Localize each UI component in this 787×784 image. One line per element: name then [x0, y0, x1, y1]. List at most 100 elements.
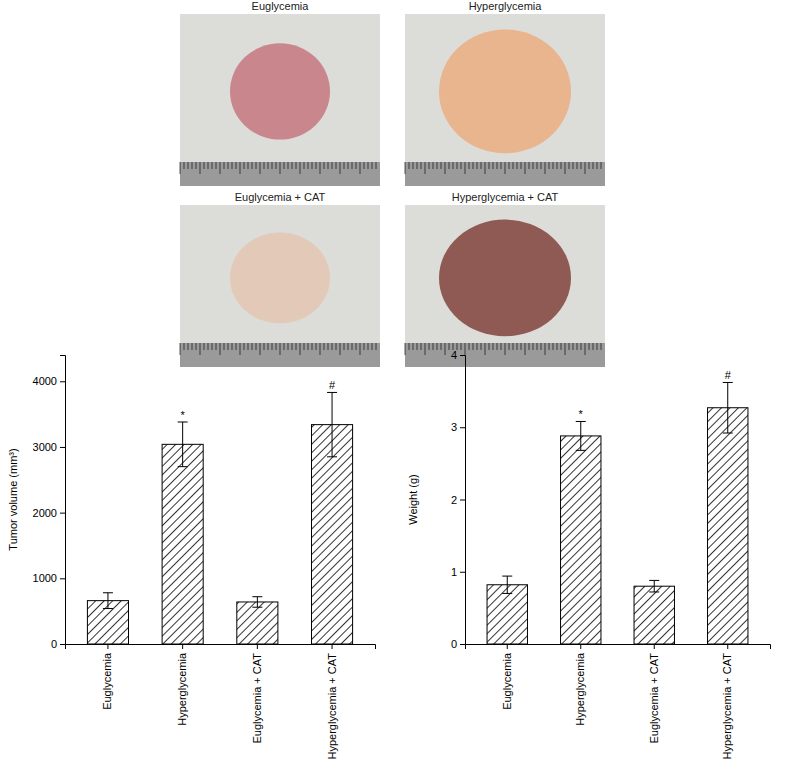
photo-ruler-tick [216, 162, 217, 169]
photo-ruler-tick [220, 162, 221, 174]
photo-ruler-tick [573, 162, 574, 169]
photo-ruler-tick [485, 343, 486, 355]
y-tick-label: 0 [451, 638, 457, 650]
photo-ruler-tick [272, 162, 273, 169]
photo-ruler-tick [465, 162, 466, 174]
annotation: * [579, 408, 584, 420]
photo-ruler-tick [288, 343, 289, 350]
photo-ruler-tick [188, 162, 189, 169]
chart: *#01234EuglycemiaHyperglycemiaEuglycemia… [407, 349, 771, 759]
photo-ruler-tick [356, 162, 357, 169]
photo-ruler-tick [557, 162, 558, 169]
photo-ruler-tick [525, 162, 526, 174]
photo-ruler-tick [288, 162, 289, 169]
photo-ruler-tick [308, 162, 309, 169]
photo-ruler-tick [517, 162, 518, 169]
photo-ruler-tick [449, 162, 450, 169]
photo-ruler-tick [360, 343, 361, 355]
photo-ruler-tick [280, 162, 281, 174]
photo-ruler-tick [204, 343, 205, 350]
photo-ruler-tick [328, 343, 329, 350]
photo-ruler-tick [376, 162, 377, 169]
x-axis: EuglycemiaHyperglycemiaEuglycemia + CATH… [66, 644, 376, 759]
photo-ruler-tick [417, 343, 418, 350]
x-axis: EuglycemiaHyperglycemiaEuglycemia + CATH… [466, 644, 771, 759]
photo-ruler-tick [180, 162, 181, 174]
error-bar-stem [507, 576, 508, 593]
y-tick-label: 3000 [33, 441, 57, 453]
error-bar-cap [178, 466, 188, 467]
photo-ruler-tick [601, 343, 602, 350]
photo-ruler-tick [292, 162, 293, 169]
photo-ruler-tick [513, 343, 514, 350]
x-tick: Euglycemia [501, 644, 513, 710]
photo-ruler-tick [481, 162, 482, 169]
photo-ruler-tick [445, 343, 446, 355]
photo-ruler-tick [421, 162, 422, 169]
photo-panel: Euglycemia [180, 0, 380, 186]
photo-ruler-tick [240, 162, 241, 174]
photo-ruler-tick [264, 343, 265, 350]
x-tick: Euglycemia + CAT [251, 644, 263, 744]
photo-ruler-tick [501, 162, 502, 169]
x-tick-label: Hyperglycemia [574, 652, 586, 726]
bar [561, 436, 601, 644]
photo-ruler-tick [517, 343, 518, 350]
x-tick: Hyperglycemia [176, 644, 188, 726]
error-bar-cap [103, 608, 113, 609]
x-tick-mark [107, 644, 108, 649]
photo-ruler-tick [405, 162, 406, 174]
photo-ruler-tick [196, 162, 197, 169]
photo-ruler-tick [228, 162, 229, 169]
y-tick-mark [60, 644, 65, 645]
photo-ruler-tick [292, 343, 293, 350]
y-axis-title: Tumor volume (mm³) [7, 448, 19, 550]
error-bar-stem [107, 593, 108, 609]
bar [312, 425, 353, 644]
photo-ruler-tick [533, 343, 534, 350]
error-bar-cap [576, 421, 586, 422]
y-tick: 0 [51, 638, 65, 650]
error-bar [178, 422, 188, 467]
photo-ruler-tick [256, 162, 257, 169]
photo-ruler-tick [473, 343, 474, 350]
photo-ruler [405, 162, 605, 186]
y-tick: 0 [451, 638, 465, 650]
photo-ruler-tick [545, 343, 546, 355]
photo-ruler-tick [260, 343, 261, 355]
photo-ruler-tick [224, 162, 225, 169]
x-tick-mark [507, 644, 508, 649]
error-bar [327, 392, 337, 456]
photo-ruler-tick [252, 343, 253, 350]
error-bar-cap [649, 591, 659, 592]
photo-ruler-tick [441, 162, 442, 169]
error-bar-cap [576, 450, 586, 451]
photo-label: Hyperglycemia + CAT [452, 191, 559, 203]
y-tick-label: 0 [51, 638, 57, 650]
photo-ruler-tick [344, 343, 345, 350]
photo-ruler-tick [256, 343, 257, 350]
photo-ruler-tick [332, 162, 333, 169]
photo-ruler-tick [449, 343, 450, 350]
y-axis-line [60, 356, 66, 645]
photo-ruler-tick [300, 162, 301, 174]
photo-ruler-tick [513, 162, 514, 169]
y-tick-label: 2000 [33, 507, 57, 519]
photo-ruler-tick [461, 343, 462, 350]
error-bar-cap [502, 576, 512, 577]
photo-ruler-tick [260, 162, 261, 174]
photo-ruler-tick [320, 343, 321, 355]
photo-ruler-tick [497, 162, 498, 169]
error-bar-cap [252, 596, 262, 597]
photo-ruler-tick [437, 343, 438, 350]
photo-ruler-tick [573, 343, 574, 350]
photo-ruler-tick [376, 343, 377, 350]
photo-ruler-tick [537, 162, 538, 169]
error-bar-cap [327, 392, 337, 393]
y-tick: 1 [451, 566, 465, 578]
photo-background [405, 205, 605, 367]
y-tick-label: 4 [451, 349, 457, 361]
photo-ruler-tick [188, 343, 189, 350]
photo-ruler-tick [505, 343, 506, 355]
photo-ruler-ticks [405, 162, 601, 174]
